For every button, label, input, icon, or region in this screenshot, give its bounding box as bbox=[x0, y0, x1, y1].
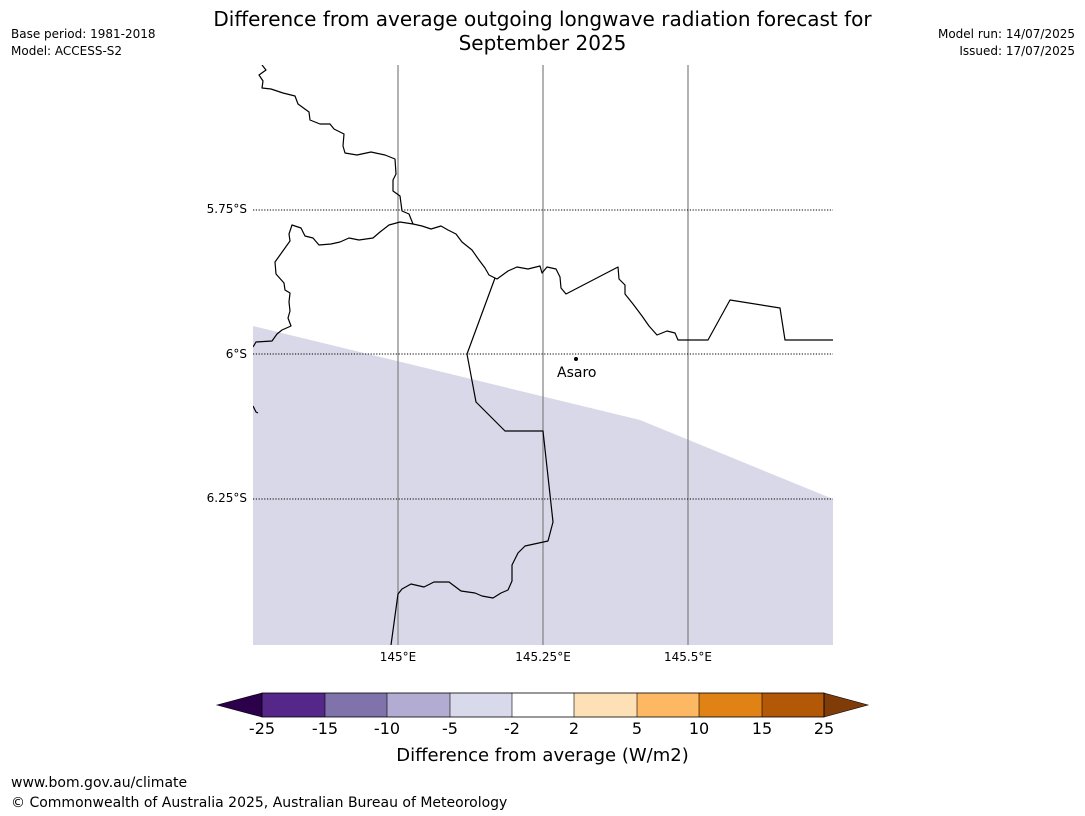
lat-label-6: 6°S bbox=[225, 347, 247, 361]
colorbar-tick-label: 25 bbox=[813, 719, 835, 738]
colorbar-extend-max bbox=[823, 692, 870, 718]
base-period-text: Base period: 1981-2018 bbox=[11, 27, 156, 41]
colorbar-tick-label: 10 bbox=[688, 719, 710, 738]
colorbar-bin bbox=[574, 693, 637, 717]
colorbar-bin bbox=[512, 693, 574, 717]
colorbar-tick-label: -10 bbox=[373, 719, 401, 738]
chart-title-line1: Difference from average outgoing longwav… bbox=[213, 7, 872, 31]
colorbar-bin bbox=[699, 693, 762, 717]
lon-label-145-5: 145.5°E bbox=[664, 650, 712, 664]
colorbar-bin bbox=[262, 693, 325, 717]
colorbar-tick-label: -15 bbox=[311, 719, 339, 738]
boundary-east bbox=[412, 223, 833, 341]
colorbar-tick-label: -2 bbox=[504, 719, 520, 738]
lat-label-5-75: 5.75°S bbox=[206, 202, 247, 216]
map bbox=[253, 65, 833, 645]
footer-url: www.bom.gov.au/climate bbox=[11, 775, 188, 791]
map-plot-area bbox=[253, 65, 833, 645]
colorbar-tick-label: 5 bbox=[631, 719, 643, 738]
colorbar bbox=[215, 692, 870, 718]
boundary-fragment bbox=[253, 405, 259, 414]
chart-title: Difference from average outgoing longwav… bbox=[0, 7, 1085, 55]
colorbar-bin bbox=[325, 693, 387, 717]
colorbar-bin bbox=[637, 693, 699, 717]
model-text: Model: ACCESS-S2 bbox=[11, 44, 123, 58]
asaro-marker bbox=[574, 357, 578, 361]
chart-title-line2: September 2025 bbox=[458, 31, 627, 55]
province-boundaries bbox=[253, 65, 833, 645]
colorbar-tick-label: 2 bbox=[568, 719, 580, 738]
issued-text: Issued: 17/07/2025 bbox=[959, 44, 1075, 58]
boundary-center bbox=[390, 277, 554, 645]
lon-label-145-25: 145.25°E bbox=[515, 650, 571, 664]
colorbar-bin bbox=[450, 693, 512, 717]
colorbar-dividers bbox=[324, 693, 763, 717]
colorbar-tick-label: 15 bbox=[751, 719, 773, 738]
colorbar-frame bbox=[261, 692, 825, 718]
colorbar-tick-label: -25 bbox=[248, 719, 276, 738]
model-run-text: Model run: 14/07/2025 bbox=[937, 27, 1075, 41]
footer-copyright: © Commonwealth of Australia 2025, Austra… bbox=[11, 795, 508, 811]
colorbar-bin bbox=[387, 693, 450, 717]
colorbar-bin bbox=[762, 693, 824, 717]
colorbar-extend-min bbox=[215, 692, 263, 718]
boundary-north bbox=[253, 65, 414, 348]
lat-label-6-25: 6.25°S bbox=[206, 491, 247, 505]
lon-label-145: 145°E bbox=[379, 650, 417, 664]
colorbar-tick-label: -5 bbox=[442, 719, 458, 738]
place-label-asaro: Asaro bbox=[557, 365, 597, 381]
colorbar-label: Difference from average (W/m2) bbox=[396, 745, 689, 766]
